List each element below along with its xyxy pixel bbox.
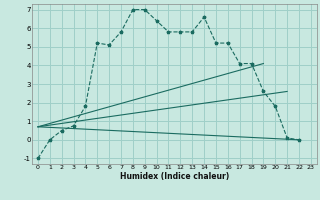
X-axis label: Humidex (Indice chaleur): Humidex (Indice chaleur) xyxy=(120,172,229,181)
